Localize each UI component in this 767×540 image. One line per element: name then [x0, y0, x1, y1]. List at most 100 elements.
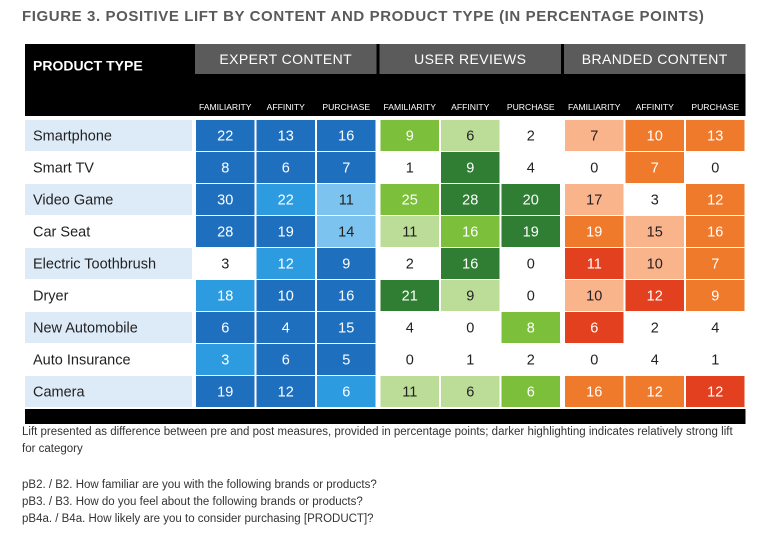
row-label-smart-tv: Smart TV	[33, 161, 94, 177]
cell-value: 16	[707, 225, 723, 241]
heatmap-cell	[317, 280, 376, 311]
heatmap-cell	[686, 152, 745, 183]
cell-value: 7	[342, 161, 350, 177]
heatmap-cell	[317, 312, 376, 343]
heatmap-cell	[625, 312, 684, 343]
heatmap-cell	[625, 216, 684, 247]
figure-title: FIGURE 3. POSITIVE LIFT BY CONTENT AND P…	[22, 8, 705, 25]
heatmap-cell	[565, 312, 624, 343]
cell-value: 0	[406, 353, 414, 369]
cell-value: 8	[221, 161, 229, 177]
cell-value: 5	[342, 353, 350, 369]
heatmap-cell	[256, 184, 315, 215]
cell-value: 15	[338, 321, 354, 337]
column-label-affinity: AFFINITY	[636, 102, 674, 112]
heatmap-cell	[196, 344, 255, 375]
heatmap-cell	[625, 120, 684, 151]
cell-value: 19	[523, 225, 539, 241]
heatmap-cell	[625, 184, 684, 215]
cell-value: 2	[527, 353, 535, 369]
notes: Lift presented as difference between pre…	[22, 424, 747, 528]
cell-value: 7	[651, 161, 659, 177]
cell-value: 0	[466, 321, 474, 337]
cell-value: 4	[406, 321, 414, 337]
cell-value: 30	[217, 193, 233, 209]
cell-value: 10	[278, 289, 294, 305]
heatmap-cell	[441, 152, 500, 183]
cell-value: 28	[217, 225, 233, 241]
cell-value: 10	[647, 129, 663, 145]
heatmap-cell	[501, 312, 560, 343]
heatmap-cell	[317, 248, 376, 279]
heatmap-table: PRODUCT TYPE EXPERT CONTENT FAMILIARITY AFF…	[25, 44, 746, 424]
group-header-expert-content	[195, 44, 377, 74]
cell-value: 22	[278, 193, 294, 209]
row-header-label: PRODUCT TYPE	[33, 58, 143, 74]
heatmap-cell	[256, 344, 315, 375]
group-label-user-reviews: USER REVIEWS	[414, 51, 526, 67]
cell-value: 12	[647, 289, 663, 305]
cell-value: 1	[711, 353, 719, 369]
cell-value: 0	[527, 257, 535, 273]
cell-value: 9	[342, 257, 350, 273]
row-label-video-game: Video Game	[33, 193, 113, 209]
heatmap-cell	[565, 280, 624, 311]
cell-value: 12	[707, 385, 723, 401]
cell-value: 6	[590, 321, 598, 337]
heatmap-cell	[441, 248, 500, 279]
footnote: Lift presented as difference between pre…	[22, 426, 733, 455]
table-bottom-bar	[25, 409, 746, 424]
cell-value: 12	[278, 257, 294, 273]
cell-value: 0	[590, 161, 598, 177]
cell-value: 11	[339, 193, 354, 209]
heatmap-cell	[256, 280, 315, 311]
group-label-branded-content: BRANDED CONTENT	[582, 51, 728, 67]
column-label-familiarity: FAMILIARITY	[383, 102, 436, 112]
heatmap-cell	[565, 152, 624, 183]
cell-value: 6	[466, 129, 474, 145]
heatmap-cell	[196, 120, 255, 151]
row-label-auto-insurance: Auto Insurance	[33, 353, 131, 369]
row-label-car-seat: Car Seat	[33, 225, 90, 241]
heatmap-cell	[256, 376, 315, 407]
cell-value: 2	[651, 321, 659, 337]
heatmap-cell	[686, 280, 745, 311]
cell-value: 12	[647, 385, 663, 401]
heatmap-cell	[441, 216, 500, 247]
row-label-dryer: Dryer	[33, 289, 69, 305]
cell-value: 11	[402, 225, 417, 241]
cell-value: 9	[711, 289, 719, 305]
cell-value: 1	[466, 353, 474, 369]
cell-value: 28	[462, 193, 478, 209]
heatmap-cell	[380, 376, 439, 407]
question-purchase: pB4a. / B4a. How likely are you to consi…	[22, 513, 374, 525]
heatmap-cell	[441, 184, 500, 215]
heatmap-cell	[686, 344, 745, 375]
cell-value: 0	[527, 289, 535, 305]
heatmap-cell	[501, 248, 560, 279]
row-label-new-automobile: New Automobile	[33, 321, 138, 337]
heatmap-cell	[565, 184, 624, 215]
cell-value: 6	[466, 385, 474, 401]
heatmap-cell	[380, 216, 439, 247]
cell-value: 6	[282, 161, 290, 177]
heatmap-cell	[686, 376, 745, 407]
row-label-cell	[25, 280, 192, 311]
heatmap-cell	[317, 120, 376, 151]
heatmap-cell	[625, 344, 684, 375]
cell-value: 12	[278, 385, 294, 401]
cell-value: 6	[221, 321, 229, 337]
row-label-cell	[25, 184, 192, 215]
cell-value: 3	[651, 193, 659, 209]
column-label-purchase: PURCHASE	[322, 102, 370, 112]
heatmap-cell	[317, 216, 376, 247]
column-label-affinity: AFFINITY	[451, 102, 489, 112]
cell-value: 16	[462, 257, 478, 273]
heatmap-cell	[441, 120, 500, 151]
row-label-cell	[25, 120, 192, 151]
row-label-smartphone: Smartphone	[33, 129, 112, 145]
column-label-familiarity: FAMILIARITY	[199, 102, 252, 112]
column-label-familiarity: FAMILIARITY	[568, 102, 621, 112]
cell-value: 15	[647, 225, 663, 241]
question-affinity: pB3. / B3. How do you feel about the fol…	[22, 496, 363, 508]
